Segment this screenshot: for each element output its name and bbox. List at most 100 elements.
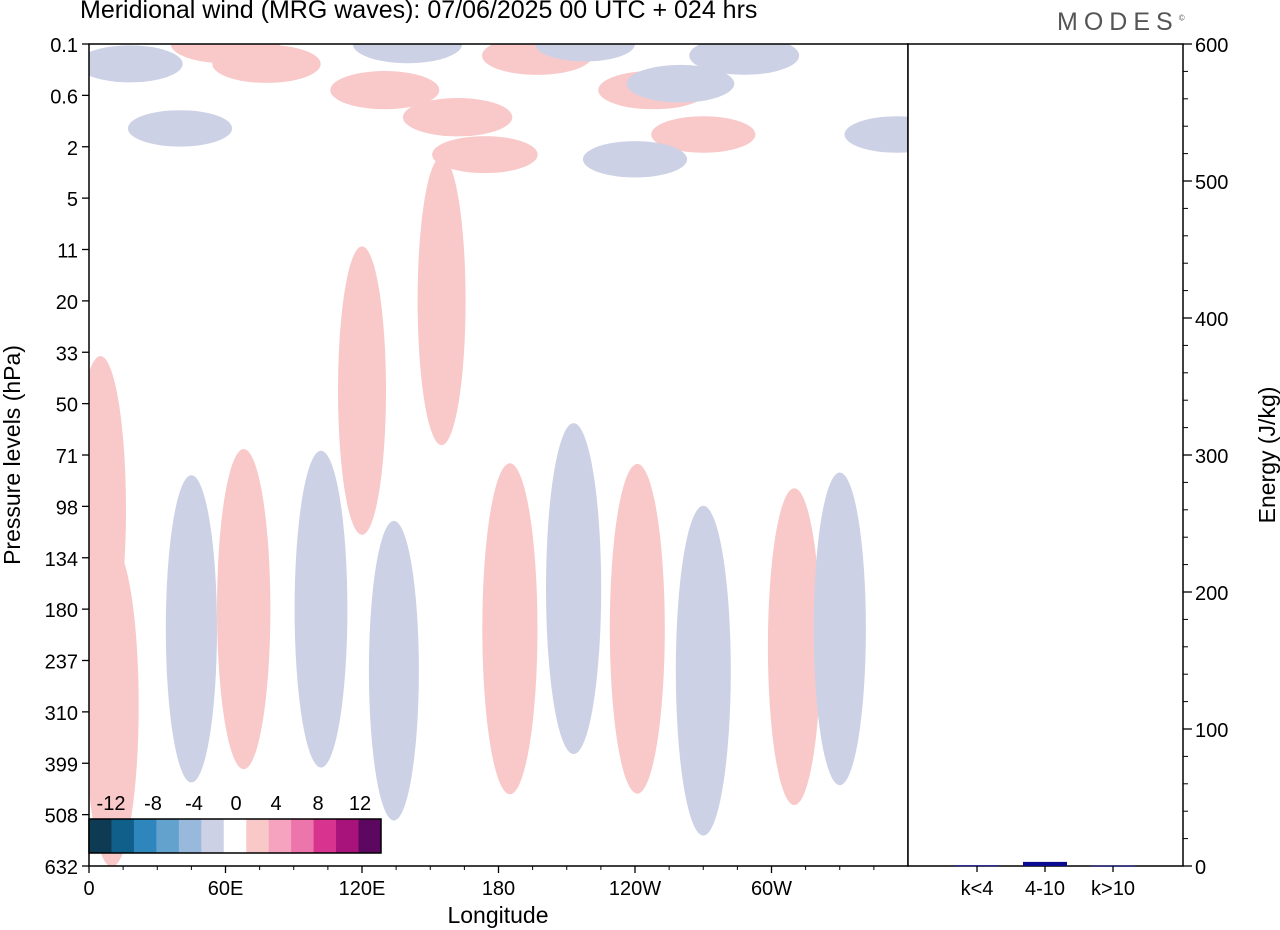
energy-tick-label: 300 <box>1195 446 1228 468</box>
wind-anomaly <box>368 520 419 821</box>
energy-tick-label: 0 <box>1195 857 1206 879</box>
x-tick-label: 60E <box>208 878 244 900</box>
contour-band <box>546 423 602 755</box>
contour-band <box>402 98 513 137</box>
wind-anomaly <box>217 448 271 770</box>
contour-band <box>294 450 348 768</box>
x-tick-label: 120E <box>339 878 386 900</box>
wind-anomaly <box>212 44 321 83</box>
wind-anomaly <box>402 98 513 137</box>
contour-band <box>352 44 463 64</box>
colorbar-label: -8 <box>144 793 162 815</box>
contour-band <box>338 246 386 535</box>
category-label: k>10 <box>1091 878 1135 900</box>
wind-anomaly <box>352 44 463 64</box>
energy-bar <box>1023 861 1067 866</box>
contour-band <box>813 472 866 786</box>
modes-logo: MODES© <box>1057 8 1185 37</box>
wind-anomaly <box>127 110 233 147</box>
wind-anomaly <box>689 44 800 75</box>
wind-anomaly <box>546 423 602 755</box>
contour-band <box>689 44 800 75</box>
wind-anomaly <box>417 156 466 446</box>
y-tick-label: 632 <box>45 857 78 879</box>
energy-tick-label: 500 <box>1195 172 1228 194</box>
logo-text: MODES <box>1057 8 1179 36</box>
y-tick-label: 134 <box>45 549 78 571</box>
colorbar-swatch <box>291 819 315 853</box>
energy-tick-label: 200 <box>1195 583 1228 605</box>
colorbar-swatch <box>133 819 157 853</box>
energy-panel-frame <box>907 43 1184 867</box>
y-tick-label: 5 <box>67 189 78 211</box>
colorbar-label: 12 <box>349 793 371 815</box>
contour-band <box>368 520 419 821</box>
wind-anomaly <box>330 71 440 110</box>
y-tick-label: 399 <box>45 754 78 776</box>
colorbar-label: 8 <box>312 793 323 815</box>
x-tick-label: 120W <box>609 878 661 900</box>
wind-anomaly <box>767 488 821 805</box>
y-tick-label: 50 <box>56 395 78 417</box>
wind-anomaly <box>89 544 139 866</box>
x-tick-label: 180 <box>482 878 515 900</box>
wind-anomaly <box>294 450 348 768</box>
wind-anomaly <box>651 116 756 153</box>
colorbar: -12 -8 -4 0 4 8 12 <box>88 793 382 854</box>
contour-band <box>89 45 183 83</box>
colorbar-swatch <box>178 819 202 853</box>
y-tick-label: 237 <box>45 652 78 674</box>
colorbar-swatch <box>201 819 225 853</box>
energy-bar <box>955 865 999 867</box>
wind-anomaly <box>482 463 538 795</box>
category-label: 4-10 <box>1025 878 1065 900</box>
contour-band <box>165 475 217 783</box>
contour-band <box>432 136 538 174</box>
wind-anomaly <box>535 44 635 62</box>
y-tick-label: 0.1 <box>50 35 78 57</box>
wind-anomaly <box>626 64 735 103</box>
contour-band <box>482 463 538 795</box>
x-tick-label: 0 <box>83 878 94 900</box>
x-axis-label: Longitude <box>447 902 548 928</box>
contour-band <box>330 71 440 110</box>
colorbar-swatch <box>313 819 337 853</box>
colorbar-frame <box>88 818 382 854</box>
contour-band <box>767 488 821 805</box>
y-tick-label: 0.6 <box>50 86 78 108</box>
contour-band <box>844 116 908 153</box>
y-axis-label: Pressure levels (hPa) <box>0 345 25 565</box>
logo-mark: © <box>1178 13 1185 23</box>
wind-anomaly <box>675 505 731 836</box>
wind-anomaly <box>432 136 538 174</box>
energy-tick-label: 600 <box>1195 35 1228 57</box>
y-tick-label: 11 <box>57 241 78 263</box>
y-tick-label: 71 <box>56 446 78 468</box>
contour-band <box>417 156 466 446</box>
contour-band <box>582 141 688 178</box>
energy-tick-label: 400 <box>1195 309 1228 331</box>
colorbar-swatch <box>223 819 247 853</box>
colorbar-swatch <box>156 819 180 853</box>
category-label: k<4 <box>961 878 994 900</box>
colorbar-swatch <box>358 819 382 853</box>
colorbar-swatch <box>246 819 270 853</box>
contour-band <box>217 448 271 770</box>
y-tick-label: 98 <box>56 497 78 519</box>
colorbar-swatch <box>89 819 112 853</box>
wind-anomaly <box>813 472 866 786</box>
wind-anomaly <box>844 116 908 153</box>
y-tick-label: 180 <box>45 600 78 622</box>
colorbar-label: 0 <box>230 793 241 815</box>
wind-heatmap <box>89 44 908 866</box>
wind-anomaly <box>582 141 688 178</box>
contour-band <box>212 44 321 83</box>
wind-anomaly <box>609 463 665 794</box>
contour-band <box>609 463 665 794</box>
colorbar-swatch <box>268 819 292 853</box>
y-tick-label: 2 <box>67 138 78 160</box>
y-tick-label: 508 <box>45 806 78 828</box>
contour-band <box>626 64 735 103</box>
chart-title: Meridional wind (MRG waves): 07/06/2025 … <box>80 0 758 24</box>
